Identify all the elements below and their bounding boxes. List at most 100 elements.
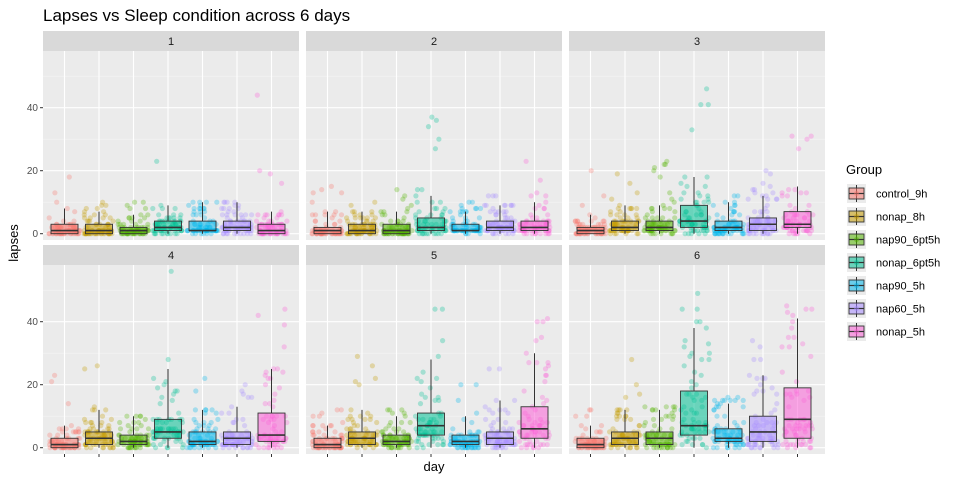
box (382, 434, 411, 446)
data-point (117, 426, 124, 432)
data-point (215, 228, 221, 234)
data-point (348, 202, 354, 208)
box (85, 223, 113, 235)
data-point (169, 397, 175, 403)
data-point (219, 212, 225, 218)
data-point (752, 442, 758, 448)
data-point (213, 410, 219, 416)
data-point (85, 218, 91, 224)
data-point (327, 423, 333, 429)
data-point (240, 391, 246, 397)
facet-label: 1 (168, 36, 174, 48)
data-point (610, 426, 616, 432)
data-point (257, 168, 263, 174)
data-point (623, 394, 629, 400)
data-point (177, 215, 183, 221)
data-point (538, 334, 545, 340)
data-point (49, 379, 55, 385)
data-point (627, 445, 633, 451)
data-point (192, 231, 199, 237)
box (348, 223, 376, 235)
data-point (573, 413, 579, 419)
data-point (502, 202, 508, 208)
data-point (491, 419, 497, 426)
data-point (711, 407, 717, 413)
data-point (126, 215, 132, 221)
data-point (786, 344, 792, 350)
data-point (661, 205, 668, 212)
data-point (312, 218, 318, 224)
legend-key-point (853, 328, 860, 335)
data-point (537, 177, 543, 183)
data-point (804, 136, 810, 142)
data-point (208, 231, 214, 237)
data-point (340, 419, 346, 426)
data-point (521, 388, 527, 394)
data-point (544, 442, 550, 448)
box (451, 434, 480, 446)
box (257, 223, 286, 235)
data-point (276, 212, 282, 218)
data-point (799, 442, 805, 448)
facet-strip (43, 31, 299, 51)
data-point (608, 212, 614, 218)
box (223, 220, 251, 232)
data-point (669, 196, 675, 202)
data-point (46, 231, 52, 237)
data-point (758, 356, 764, 363)
data-point (394, 187, 400, 193)
data-point (100, 215, 106, 221)
data-point (83, 205, 89, 212)
data-point (732, 397, 738, 403)
data-point (331, 221, 337, 227)
data-point (219, 205, 225, 212)
data-point (417, 401, 424, 407)
data-point (790, 319, 796, 325)
data-point (601, 193, 607, 199)
data-point (472, 445, 478, 451)
data-point (629, 205, 635, 212)
data-point (193, 212, 199, 218)
data-point (82, 366, 88, 372)
data-point (767, 171, 774, 177)
data-point (192, 407, 198, 413)
data-point (587, 212, 593, 218)
data-point (416, 231, 422, 237)
data-point (54, 199, 60, 205)
data-point (189, 231, 196, 237)
data-point (469, 419, 475, 426)
data-point (362, 445, 368, 451)
data-point (309, 231, 315, 237)
data-point (156, 212, 162, 218)
data-point (617, 209, 623, 215)
data-point (348, 407, 354, 413)
data-point (542, 366, 549, 372)
data-point (633, 212, 639, 218)
data-point (436, 136, 442, 142)
data-point (235, 205, 241, 212)
panel-background (306, 51, 562, 240)
data-point (242, 423, 248, 429)
data-point (137, 218, 143, 224)
data-point (136, 419, 142, 426)
data-point (761, 231, 767, 237)
data-point (279, 212, 285, 218)
data-point (449, 215, 456, 221)
data-point (544, 316, 551, 322)
data-point (367, 416, 373, 422)
data-point (124, 202, 130, 208)
data-point (46, 215, 52, 221)
data-point (754, 375, 760, 381)
data-point (401, 429, 407, 435)
data-point (435, 442, 441, 448)
data-point (752, 190, 758, 196)
data-point (485, 193, 491, 199)
data-point (688, 379, 695, 385)
data-point (575, 218, 581, 224)
y-tick-label: 20 (27, 380, 39, 391)
data-point (372, 199, 378, 205)
data-point (542, 379, 548, 385)
data-point (540, 319, 546, 325)
data-point (110, 218, 116, 224)
data-point (275, 212, 282, 218)
